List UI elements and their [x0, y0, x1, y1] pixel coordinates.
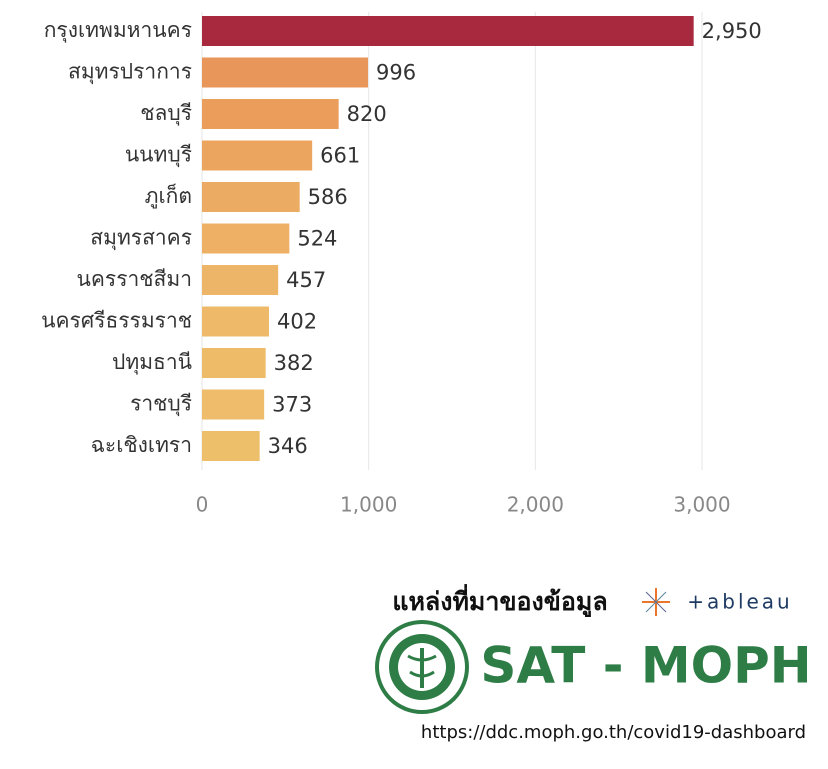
bar [202, 389, 265, 420]
category-label: สมุทรสาคร [90, 226, 192, 251]
category-label: นครราชสีมา [77, 267, 192, 291]
bar [202, 306, 269, 337]
category-label: สมุทรปราการ [68, 60, 192, 85]
value-label: 373 [272, 393, 312, 417]
value-label: 586 [308, 185, 348, 209]
source-url: https://ddc.moph.go.th/covid19-dashboard [421, 722, 806, 743]
value-label: 820 [347, 102, 387, 126]
bar [202, 140, 313, 171]
bar [202, 223, 290, 254]
value-label: 996 [376, 61, 416, 85]
category-label: ราชบุรี [130, 392, 192, 417]
bar [202, 16, 694, 46]
value-label: 346 [268, 434, 308, 458]
org-name: SAT - MOPH [480, 637, 811, 695]
tableau-logo: +ableau [687, 590, 793, 614]
value-label: 402 [277, 310, 317, 334]
category-label: ปทุมธานี [112, 350, 192, 375]
bar [202, 182, 300, 212]
bar [202, 99, 339, 129]
bar [202, 348, 266, 378]
moph-seal [375, 620, 469, 714]
x-tick-label: 2,000 [507, 493, 564, 517]
value-label: 661 [320, 144, 360, 168]
category-label: ฉะเชิงเทรา [91, 433, 192, 457]
category-label: ชลบุรี [140, 101, 192, 126]
category-label: นครศรีธรรมราช [41, 309, 192, 333]
value-label: 2,950 [702, 19, 762, 43]
x-tick-label: 1,000 [340, 493, 397, 517]
x-tick-label: 3,000 [673, 493, 730, 517]
value-label: 524 [297, 227, 337, 251]
category-label: ภูเก็ต [145, 182, 192, 209]
bar [202, 265, 279, 295]
category-label: นนทบุรี [125, 143, 192, 168]
category-label: กรุงเทพมหานคร [44, 18, 192, 43]
value-label: 382 [274, 351, 314, 375]
x-tick-label: 0 [196, 493, 209, 517]
source-label: แหล่งที่มาของข้อมูล [392, 584, 607, 618]
tableau-mark [642, 588, 670, 616]
bar [202, 57, 368, 88]
bar [202, 431, 260, 461]
value-label: 457 [286, 268, 326, 292]
